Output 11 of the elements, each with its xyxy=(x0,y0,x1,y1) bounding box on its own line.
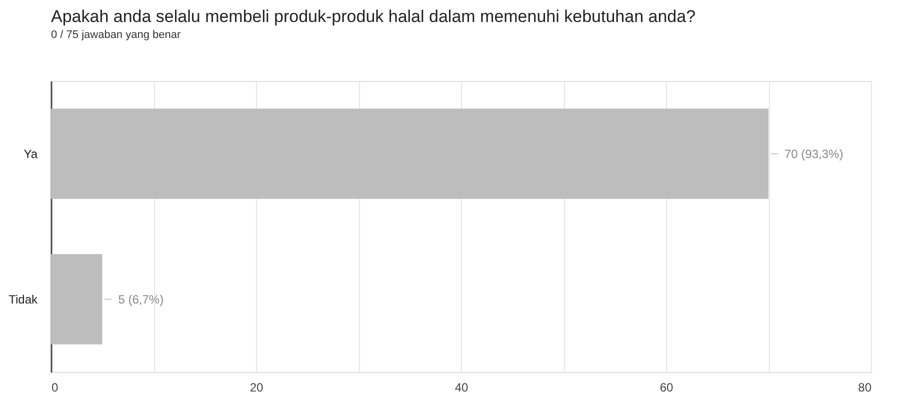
x-tick-label: 80 xyxy=(858,380,872,394)
y-tick-label: Tidak xyxy=(8,292,38,306)
x-tick-label: 60 xyxy=(660,380,674,394)
data-label: 70 (93,3%) xyxy=(784,146,844,161)
y-tick-label: Ya xyxy=(24,146,38,161)
chart-title: Apakah anda selalu membeli produk-produk halal dalam memenuhi kebutuhan anda? xyxy=(51,7,696,26)
x-tick-label: 40 xyxy=(454,380,468,394)
chart-subtitle: 0 / 75 jawaban yang benar xyxy=(51,29,181,41)
x-tick-label: 0 xyxy=(52,380,58,394)
data-label: 5 (6,7%) xyxy=(118,292,164,306)
x-tick-label: 20 xyxy=(250,380,264,394)
